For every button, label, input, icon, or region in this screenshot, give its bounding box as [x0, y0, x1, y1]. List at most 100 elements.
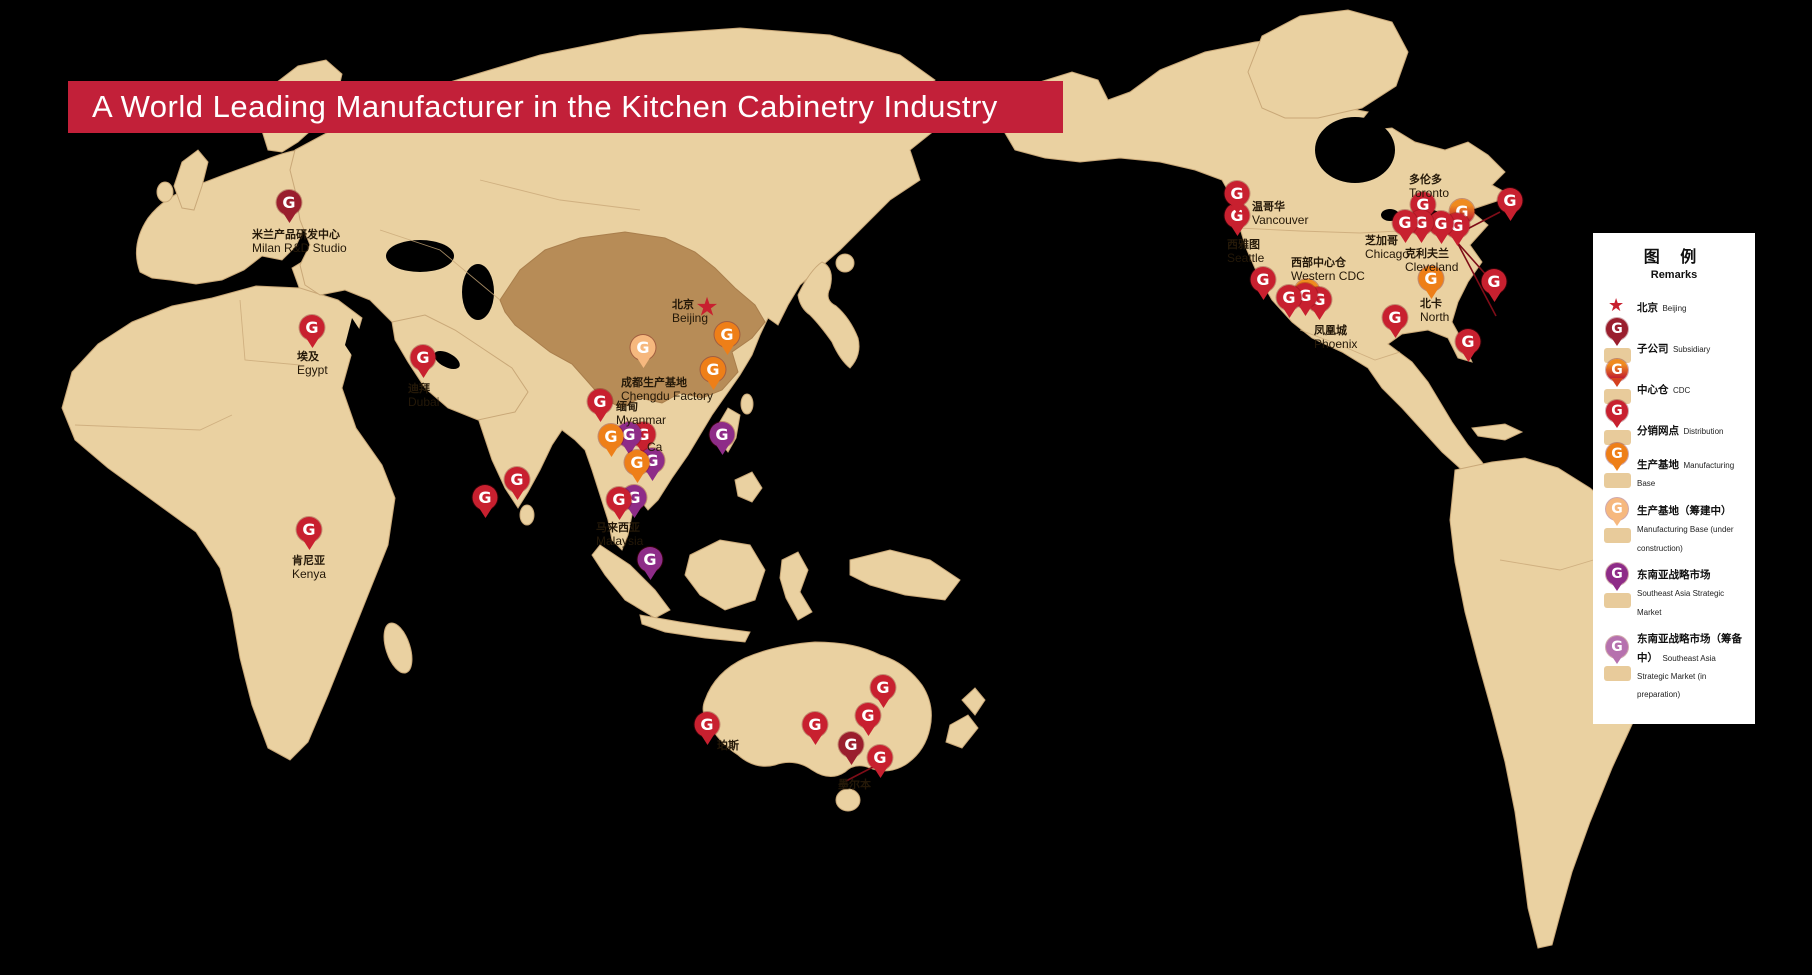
map-label: 西雅图 Seattle: [1227, 239, 1265, 265]
legend-label-en: CDC: [1672, 385, 1691, 395]
island-java: [639, 614, 751, 643]
legend-label-zh: 东南亚战略市场: [1637, 568, 1711, 581]
subsidiary-pin-icon: G: [1606, 318, 1628, 346]
map-pin-thailand[interactable]: G: [598, 424, 624, 457]
map-pin-au-offshore[interactable]: G: [867, 745, 893, 778]
legend-pin-icon: G: [1601, 498, 1637, 544]
continent-australia: [702, 641, 932, 777]
cdc-pin-icon: G: [1606, 359, 1628, 387]
sea-black: [386, 240, 454, 272]
legend-row: G 生产基地（筹建中） Manufacturing Base (under co…: [1601, 498, 1747, 556]
legend-label-zh: 子公司: [1637, 342, 1669, 355]
map-pin-india-south[interactable]: G: [504, 467, 530, 500]
island-mindanao: [734, 471, 763, 503]
legend-row: G 中心仓 CDC: [1601, 359, 1747, 405]
map-pin-perth[interactable]: G: [694, 712, 720, 745]
distribution-pin-icon: G: [1606, 400, 1628, 428]
island-newguinea: [849, 549, 961, 601]
island-nz-north: [961, 687, 986, 716]
map-label: 埃及 Egypt: [297, 351, 328, 377]
legend-pin-icon: G: [1601, 443, 1637, 489]
legend-pin-icon: ★: [1601, 291, 1637, 323]
legend-pin-icon: G: [1601, 562, 1637, 609]
map-pin-adelaide[interactable]: G: [802, 712, 828, 745]
map-pin-norcal[interactable]: G: [1250, 267, 1276, 300]
map-label: 多伦多 Toronto: [1409, 174, 1450, 200]
legend-pin-icon: G: [1601, 359, 1637, 405]
map-label: 北卡 North: [1420, 298, 1450, 324]
border-asia-2: [379, 229, 501, 301]
manufacturing_uc-pin-icon: G: [1606, 498, 1628, 527]
map-label: 迪拜 Dubai: [408, 383, 440, 409]
legend-label-zh: 分销网点: [1637, 424, 1679, 437]
map-pin-us-midatlantic[interactable]: G: [1481, 269, 1507, 302]
island-cuba: [1471, 423, 1524, 441]
beijing-star-icon: ★: [1608, 295, 1625, 315]
beijing-star-marker[interactable]: ★: [695, 291, 719, 322]
island-britain: [173, 149, 209, 211]
map-pin-cleveland-1[interactable]: G: [1392, 210, 1418, 243]
legend-row: ★ 北京 Beijing: [1601, 291, 1747, 323]
region-china-highlight: [499, 231, 766, 409]
legend-pin-icon: G: [1601, 400, 1637, 446]
leader-line: [1457, 243, 1497, 317]
map-pin-dubai[interactable]: G: [410, 345, 436, 378]
map-pin-vancouver[interactable]: G: [1224, 181, 1250, 214]
legend-items: ★ 北京 Beijing G 子公司 Subsidiary G 中心仓 CDC …: [1601, 291, 1747, 703]
map-pin-us-northeast[interactable]: G: [1497, 188, 1523, 221]
legend-pin-icon: G: [1601, 635, 1637, 682]
map-pin-india-west[interactable]: G: [472, 485, 498, 518]
legend-label-en: Manufacturing Base: [1637, 461, 1735, 489]
map-pin-milan[interactable]: G: [276, 190, 302, 223]
island-borneo: [684, 539, 766, 611]
map-pin-philippines[interactable]: G: [709, 422, 735, 455]
sea-caspian: [462, 264, 494, 320]
map-pin-vietnam-1[interactable]: G: [624, 450, 650, 483]
map-pin-egypt[interactable]: G: [299, 315, 325, 348]
peninsula-arabia: [391, 314, 529, 421]
map-label: 墨尔本: [838, 779, 871, 791]
title-banner: A World Leading Manufacturer in the Kitc…: [68, 81, 1063, 133]
island-nz-south: [945, 714, 979, 749]
map-pin-kenya[interactable]: G: [296, 517, 322, 550]
map-label: 成都生产基地 Chengdu Factory: [621, 377, 714, 403]
map-pin-phoenix-1[interactable]: G: [1276, 285, 1302, 318]
legend-label-en: Subsidiary: [1672, 344, 1711, 354]
legend-label-en: Southeast Asia Strategic Market (in prep…: [1637, 653, 1716, 700]
island-srilanka: [519, 504, 535, 526]
map-pin-chengdu[interactable]: G: [630, 335, 656, 368]
map-pin-myanmar[interactable]: G: [587, 389, 613, 422]
map-pin-melbourne[interactable]: G: [838, 732, 864, 765]
map-label: 马来西亚 Malaysia: [596, 522, 644, 548]
border-us-canada: [1237, 227, 1421, 234]
map-pin-china-east[interactable]: G: [714, 322, 740, 355]
map-pin-china-southeast[interactable]: G: [700, 357, 726, 390]
island-ireland: [156, 181, 174, 203]
map-pin-north-carolina[interactable]: G: [1418, 266, 1444, 299]
map-label: 北京 Beijing: [672, 299, 709, 325]
legend-label-en: Manufacturing Base (under construction): [1637, 525, 1734, 553]
island-taiwan: [740, 393, 754, 415]
leader-line: [845, 766, 874, 782]
legend-label-zh: 生产基地（筹建中）: [1637, 504, 1732, 517]
legend-label-zh: 生产基地: [1637, 459, 1679, 471]
legend-panel: 图 例 Remarks ★ 北京 Beijing G 子公司 Subsidiar…: [1593, 233, 1755, 724]
map-pin-sydney[interactable]: G: [870, 675, 896, 708]
map-pin-jakarta[interactable]: G: [637, 547, 663, 580]
sea-red: [345, 318, 412, 425]
legend-title-zh: 图 例: [1643, 249, 1705, 266]
legend-row: G 东南亚战略市场 Southeast Asia Strategic Marke…: [1601, 562, 1747, 620]
island-sulawesi: [779, 551, 813, 621]
map-pin-texas[interactable]: G: [1382, 305, 1408, 338]
legend-row: G 分销网点 Distribution: [1601, 400, 1747, 446]
map-pin-malaysia-1[interactable]: G: [606, 487, 632, 520]
island-tasmania: [835, 788, 861, 812]
map-label: 温哥华 Vancouver: [1252, 201, 1309, 227]
legend-label-en: Beijing: [1662, 303, 1687, 313]
map-pin-florida[interactable]: G: [1455, 329, 1481, 362]
map-pin-seattle[interactable]: G: [1224, 203, 1250, 236]
map-pin-au-southeast[interactable]: G: [855, 703, 881, 736]
sea_market_prep-pin-icon: G: [1606, 635, 1628, 664]
